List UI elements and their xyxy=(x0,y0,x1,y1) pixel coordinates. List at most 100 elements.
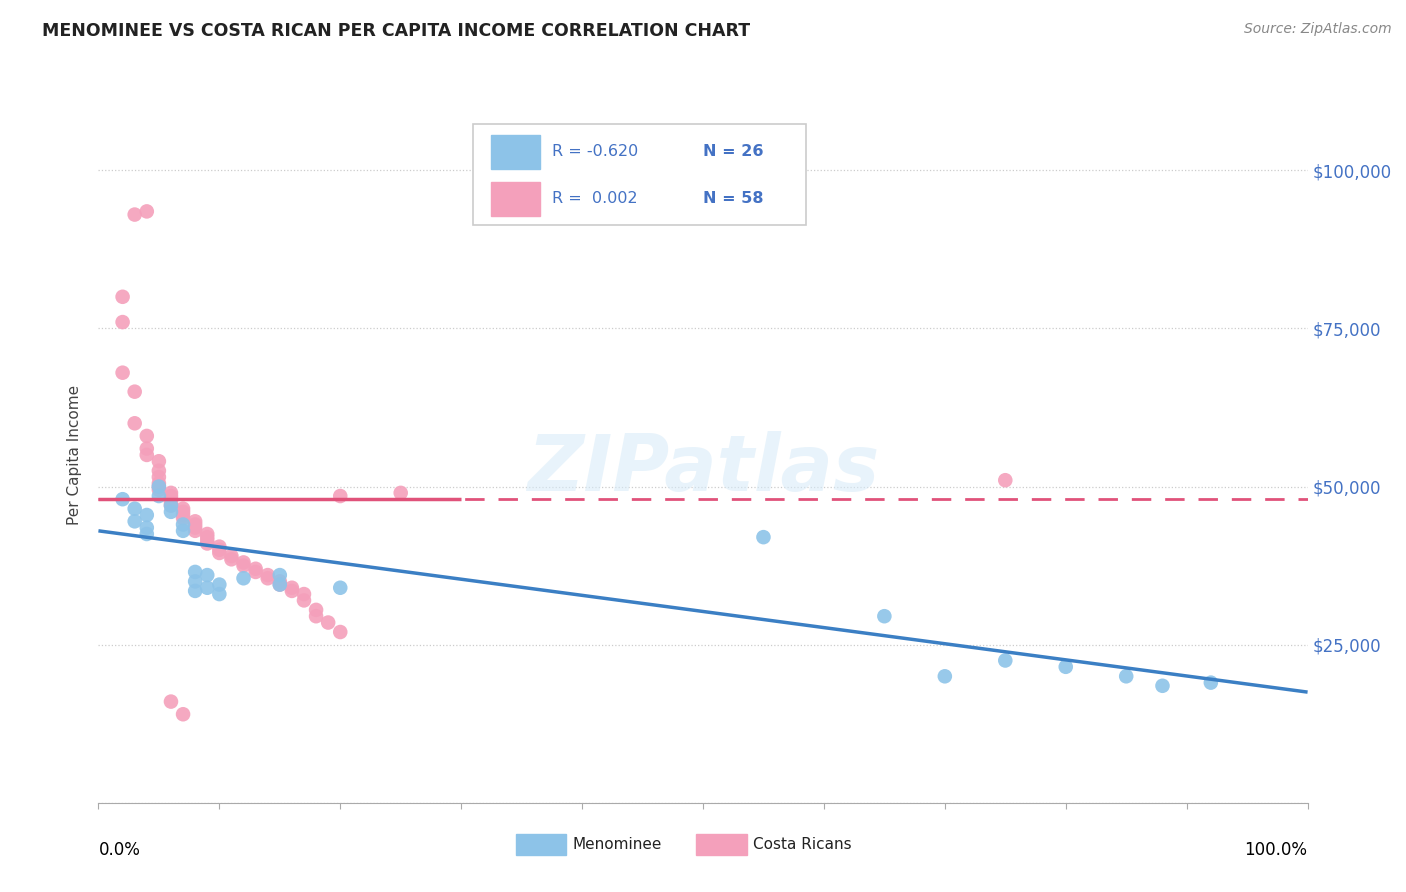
Point xyxy=(256,571,278,585)
Point xyxy=(148,454,170,468)
Point xyxy=(172,505,194,519)
Point xyxy=(752,530,775,544)
Point xyxy=(172,508,194,522)
Point xyxy=(245,565,267,579)
Point xyxy=(208,542,231,557)
Point xyxy=(195,530,218,544)
Point xyxy=(135,527,157,541)
Point xyxy=(208,546,231,560)
Point xyxy=(184,517,207,532)
Point xyxy=(873,609,896,624)
Bar xyxy=(696,834,747,855)
Point xyxy=(148,470,170,484)
Point xyxy=(124,501,146,516)
Point xyxy=(172,511,194,525)
Point xyxy=(160,695,183,709)
Point xyxy=(172,707,194,722)
Text: 100.0%: 100.0% xyxy=(1244,841,1308,859)
Point xyxy=(221,552,243,566)
Point xyxy=(148,483,170,497)
Point xyxy=(148,479,170,493)
Point xyxy=(1199,675,1222,690)
Text: Menominee: Menominee xyxy=(572,837,662,852)
Point xyxy=(148,479,170,493)
Point xyxy=(292,593,315,607)
Point xyxy=(994,473,1017,487)
Point xyxy=(148,464,170,478)
Point xyxy=(232,571,254,585)
Point xyxy=(135,204,157,219)
Point xyxy=(329,625,352,640)
Text: Source: ZipAtlas.com: Source: ZipAtlas.com xyxy=(1244,22,1392,37)
Point xyxy=(281,583,304,598)
Point xyxy=(232,558,254,573)
Point xyxy=(195,581,218,595)
Point xyxy=(124,384,146,399)
Point xyxy=(160,492,183,507)
Point xyxy=(256,568,278,582)
Point xyxy=(232,556,254,570)
Point xyxy=(934,669,956,683)
Point xyxy=(208,577,231,591)
Point xyxy=(292,587,315,601)
Point xyxy=(148,489,170,503)
Point xyxy=(994,653,1017,667)
Text: N = 58: N = 58 xyxy=(703,191,763,206)
Point xyxy=(124,208,146,222)
Point xyxy=(329,581,352,595)
Point xyxy=(269,574,291,589)
Point xyxy=(221,549,243,563)
Point xyxy=(195,533,218,548)
Text: 0.0%: 0.0% xyxy=(98,841,141,859)
Text: N = 26: N = 26 xyxy=(703,144,763,159)
Point xyxy=(111,366,134,380)
Point xyxy=(124,514,146,528)
Point xyxy=(1115,669,1137,683)
Bar xyxy=(516,834,567,855)
Point xyxy=(184,524,207,538)
Point xyxy=(305,603,328,617)
Point xyxy=(160,486,183,500)
Point xyxy=(148,476,170,491)
Point xyxy=(184,521,207,535)
Point xyxy=(1152,679,1174,693)
Text: R =  0.002: R = 0.002 xyxy=(553,191,637,206)
Bar xyxy=(492,182,540,216)
Point xyxy=(208,540,231,554)
Point xyxy=(305,609,328,624)
Point xyxy=(124,417,146,431)
Point xyxy=(160,499,183,513)
Point xyxy=(184,574,207,589)
Point xyxy=(135,508,157,522)
Point xyxy=(135,448,157,462)
Point xyxy=(111,290,134,304)
Point xyxy=(160,499,183,513)
Point xyxy=(135,442,157,456)
Bar xyxy=(492,136,540,169)
Y-axis label: Per Capita Income: Per Capita Income xyxy=(67,384,83,525)
Point xyxy=(160,505,183,519)
Point xyxy=(172,517,194,532)
Point xyxy=(195,527,218,541)
Point xyxy=(281,581,304,595)
Text: R = -0.620: R = -0.620 xyxy=(553,144,638,159)
Point xyxy=(160,489,183,503)
FancyBboxPatch shape xyxy=(474,124,806,226)
Point xyxy=(111,492,134,507)
Point xyxy=(184,583,207,598)
Point xyxy=(160,495,183,509)
Point xyxy=(389,486,412,500)
Point xyxy=(208,587,231,601)
Text: ZIPatlas: ZIPatlas xyxy=(527,431,879,507)
Point xyxy=(111,315,134,329)
Point xyxy=(269,577,291,591)
Point xyxy=(1054,660,1077,674)
Point xyxy=(195,568,218,582)
Point xyxy=(269,577,291,591)
Point xyxy=(316,615,339,630)
Text: Costa Ricans: Costa Ricans xyxy=(754,837,852,852)
Point xyxy=(135,521,157,535)
Point xyxy=(269,568,291,582)
Point xyxy=(245,562,267,576)
Point xyxy=(184,514,207,528)
